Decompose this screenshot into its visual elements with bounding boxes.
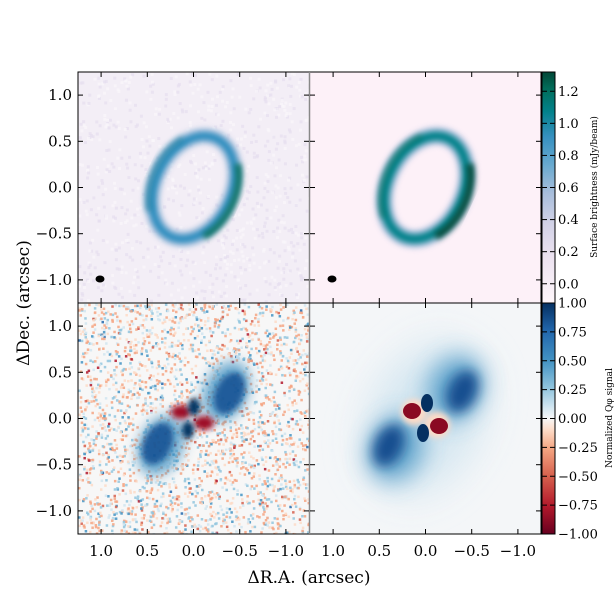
colorbar-tick-label: 0.6 — [558, 181, 579, 196]
qphi-observed-lobes — [137, 361, 250, 476]
y-tick-label: 0.0 — [48, 410, 72, 428]
colorbar-tick-label: 0.50 — [558, 354, 587, 369]
colorbar-tick-label: 1.2 — [558, 85, 579, 100]
y-tick-label: 1.0 — [48, 317, 72, 335]
y-tick-label: 1.0 — [48, 86, 72, 104]
x-tick-label: 0.0 — [182, 542, 206, 560]
colorbar-tick-label: 1.00 — [558, 297, 587, 312]
x-tick-label: 1.0 — [89, 542, 113, 560]
colorbar-top: 0.0 0.2 0.4 0.6 0.8 1.0 1.2 Surface brightness… — [541, 71, 600, 304]
x-tick-label: −0.5 — [453, 542, 489, 560]
panel-background — [78, 72, 309, 303]
colorbar-tick-label: 0.00 — [558, 412, 587, 427]
colorbar-top-ticks: 0.0 0.2 0.4 0.6 0.8 1.0 1.2 — [542, 85, 579, 292]
x-axis-title: ΔR.A. (arcsec) — [248, 568, 371, 588]
panel-bottom-right — [310, 303, 541, 534]
y-tick-label: −1.0 — [36, 271, 72, 289]
axis-tick-labels: 1.0 0.5 0.0 −0.5 −1.0 1.0 0.5 0.0 −0.5 −1.0 1.0 0.5… — [36, 86, 537, 560]
colorbar-tick-label: 1.0 — [558, 117, 579, 132]
colorbar-tick-label: 0.8 — [558, 149, 579, 164]
x-tick-label: 0.5 — [367, 542, 391, 560]
x-tick-label: 1.0 — [321, 542, 345, 560]
colorbar-top-title: Surface brightness (mJy/beam) — [589, 116, 600, 258]
axis-ticks — [78, 72, 541, 534]
colorbar-tick-label: −0.75 — [558, 499, 598, 514]
panel-background — [310, 72, 541, 303]
colorbar-bottom-ticks: 1.00 0.75 0.50 0.25 0.00 −0.25 −0.50 −0.75 −1.00 — [542, 297, 598, 543]
y-tick-label: 0.5 — [48, 363, 72, 381]
panel-top-right — [310, 72, 541, 303]
y-tick-label: 0.5 — [48, 132, 72, 150]
colorbar-tick-label: −0.25 — [558, 441, 598, 456]
panel-frames — [77, 71, 542, 535]
colorbar-tick-label: 0.25 — [558, 383, 587, 398]
qphi-model-center — [401, 394, 450, 442]
colorbar-bottom-title: Normalized Qφ signal — [605, 368, 615, 468]
y-tick-label: −0.5 — [36, 225, 72, 243]
x-tick-label: −0.5 — [221, 542, 257, 560]
colorbar-tick-label: 0.4 — [558, 213, 579, 228]
colorbar-tick-label: 0.0 — [558, 277, 579, 292]
colorbar-bottom: 1.00 0.75 0.50 0.25 0.00 −0.25 −0.50 −0.75 −1.00… — [541, 297, 615, 543]
x-tick-label: −1.0 — [268, 542, 304, 560]
colorbar-tick-label: 0.2 — [558, 245, 579, 260]
y-tick-label: 0.0 — [48, 179, 72, 197]
y-tick-label: −0.5 — [36, 456, 72, 474]
colorbar-tick-label: −0.50 — [558, 470, 598, 485]
x-tick-label: 0.5 — [135, 542, 159, 560]
panel-top-left — [78, 72, 309, 303]
beam-marker — [95, 275, 105, 283]
y-tick-label: −1.0 — [36, 502, 72, 520]
panel-bottom-left — [78, 303, 309, 534]
colorbar-tick-label: 0.75 — [558, 325, 587, 340]
y-axis-title: ΔDec. (arcsec) — [14, 240, 34, 366]
x-tick-label: −1.0 — [500, 542, 536, 560]
qphi-observed-center — [171, 398, 214, 439]
colorbar-tick-label: −1.00 — [558, 528, 598, 543]
qphi-model-lobes — [365, 342, 486, 495]
beam-marker — [327, 275, 337, 283]
x-tick-label: 0.0 — [414, 542, 438, 560]
